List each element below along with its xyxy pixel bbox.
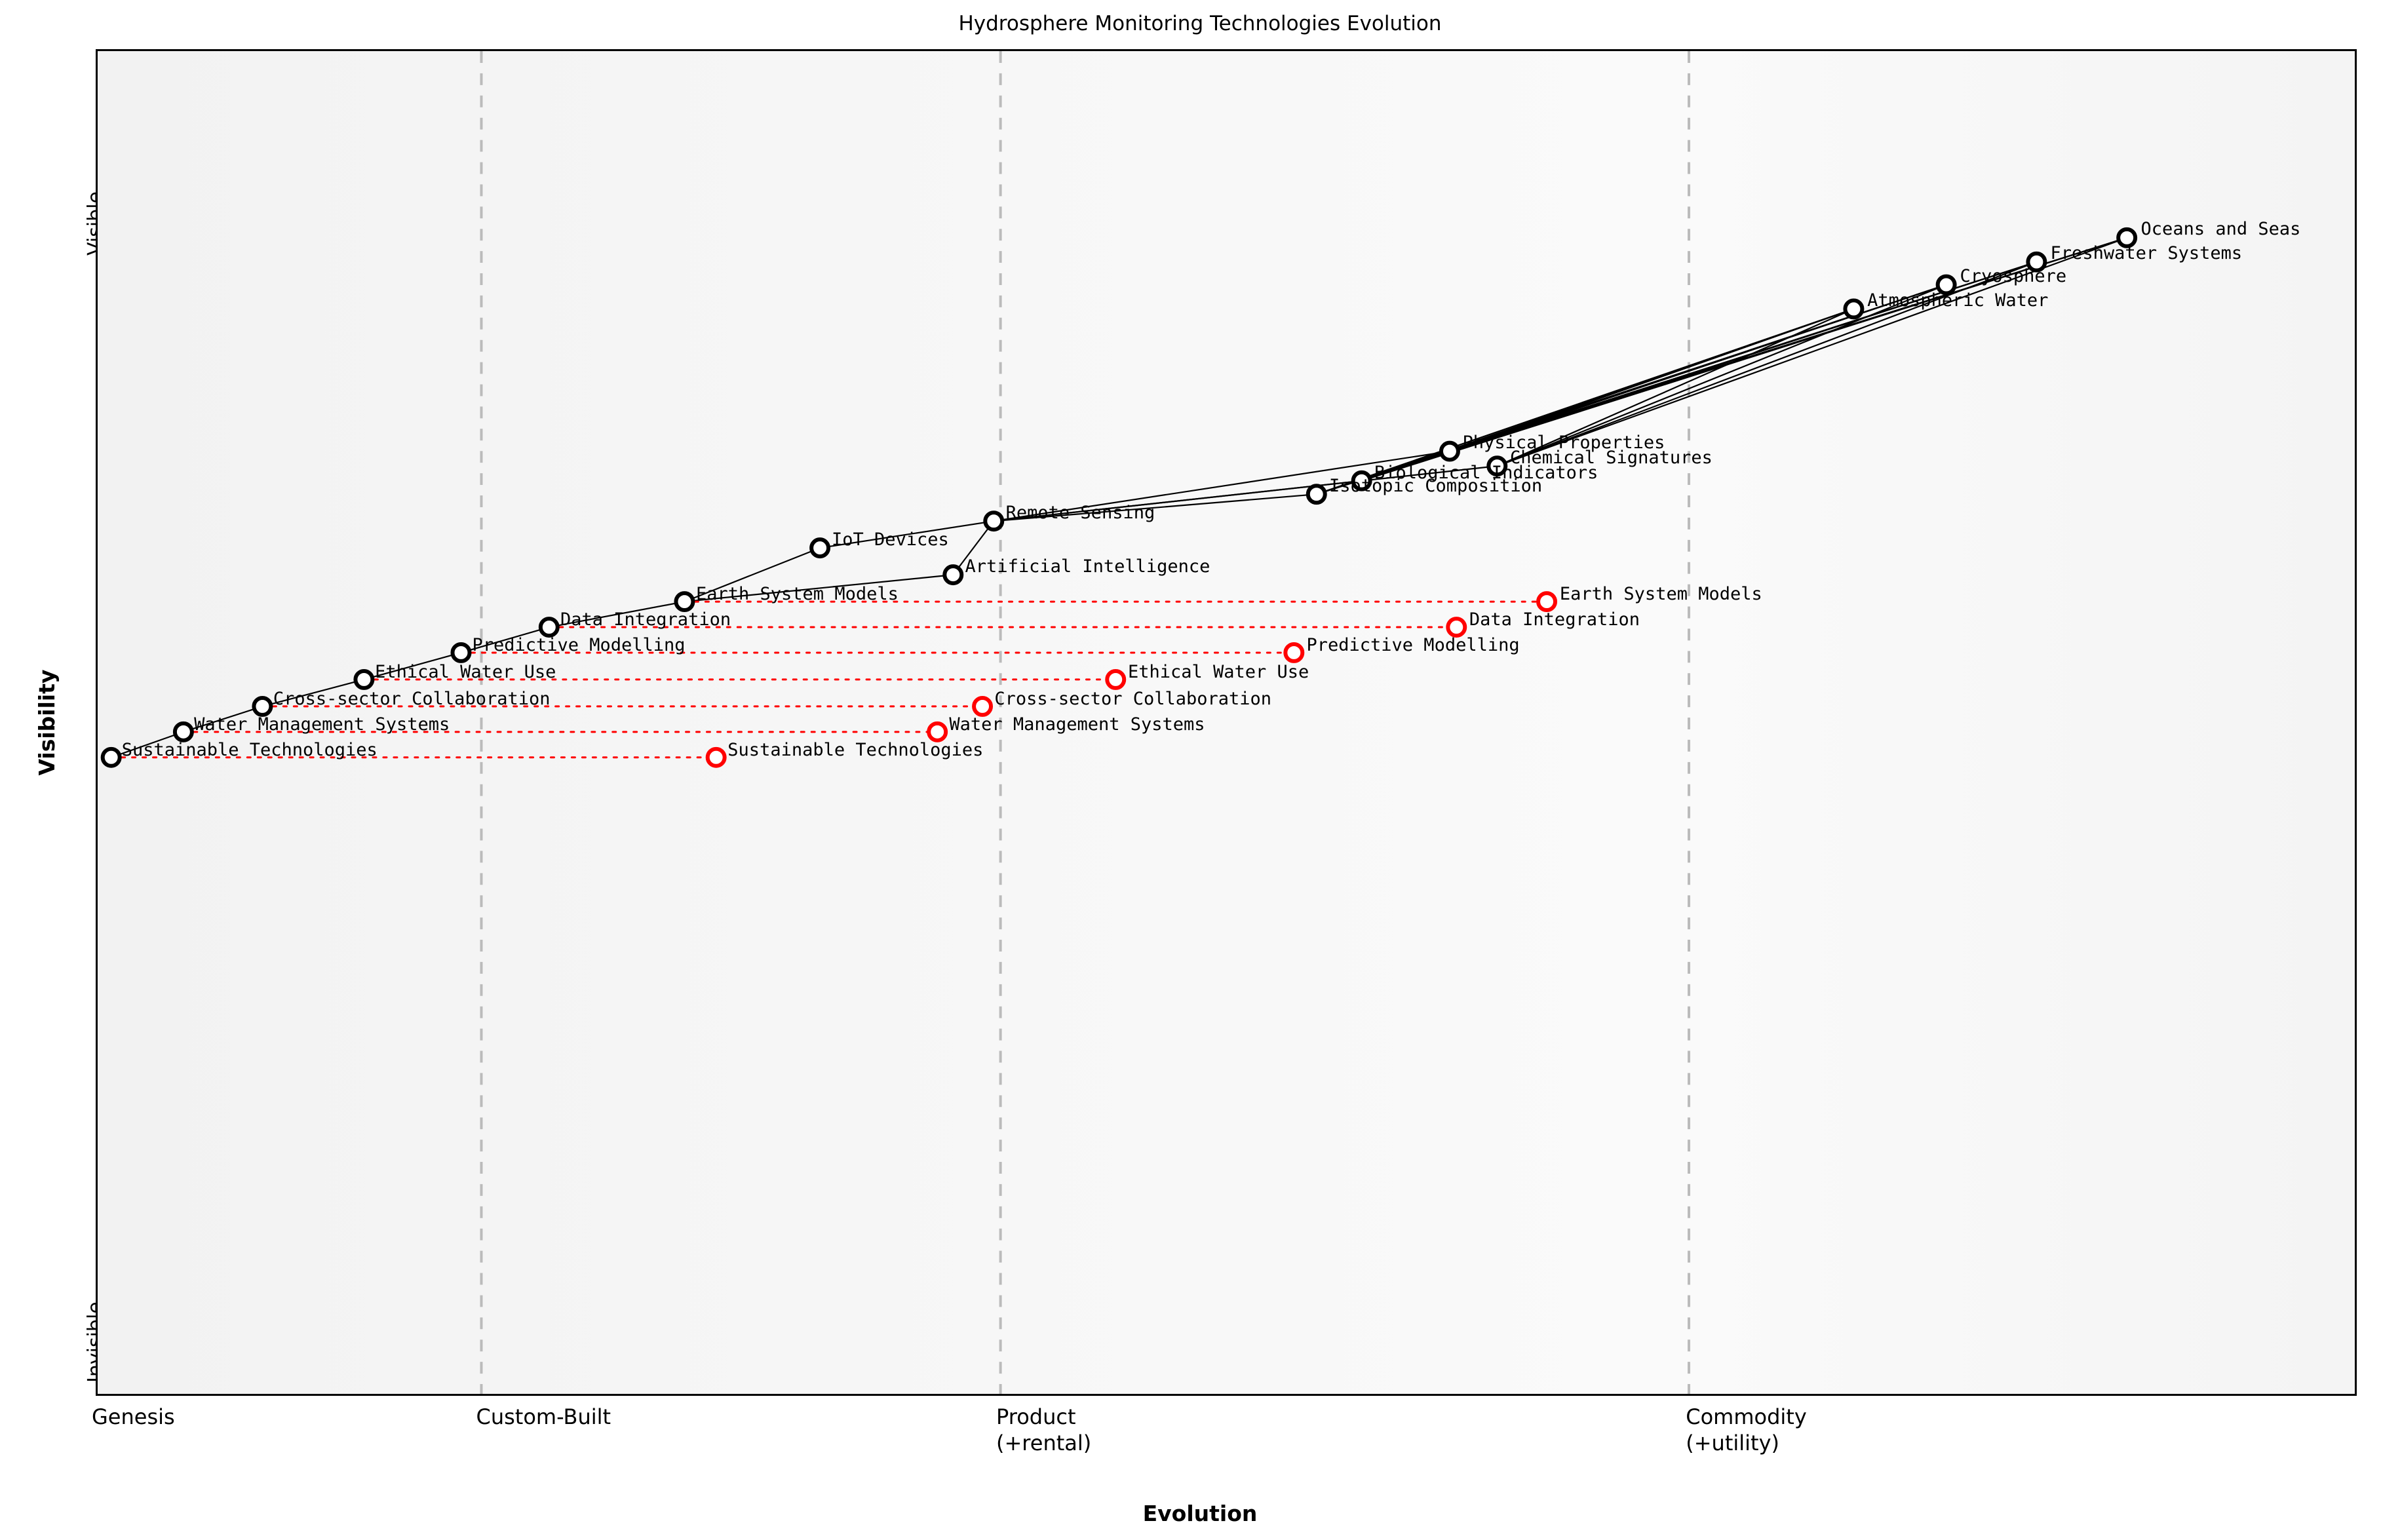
map-node[interactable] xyxy=(1486,455,1508,477)
link-line xyxy=(183,705,263,733)
map-node[interactable] xyxy=(252,695,273,717)
map-node[interactable] xyxy=(2116,227,2138,248)
evolved-node[interactable] xyxy=(705,746,727,768)
map-node[interactable] xyxy=(674,591,695,613)
link-line xyxy=(684,574,954,603)
map-node[interactable] xyxy=(450,642,472,663)
map-node[interactable] xyxy=(942,564,964,586)
page-title: Hydrosphere Monitoring Technologies Evol… xyxy=(958,12,1442,35)
link-line xyxy=(549,601,685,628)
link-line xyxy=(1496,284,1947,467)
x-tick-2: Product (+rental) xyxy=(996,1404,1092,1455)
x-tick-3: Commodity (+utility) xyxy=(1686,1404,1807,1455)
x-tick-1: Custom-Built xyxy=(476,1404,611,1429)
link-line xyxy=(994,450,1450,522)
link-line xyxy=(994,480,1362,522)
link-line xyxy=(1496,237,2127,467)
link-line xyxy=(819,520,994,549)
link-line xyxy=(1316,261,2037,495)
link-line xyxy=(364,651,461,680)
map-node[interactable] xyxy=(983,510,1005,532)
map-node[interactable] xyxy=(2026,251,2047,273)
map-node[interactable] xyxy=(538,617,560,638)
evolved-node[interactable] xyxy=(1536,591,1558,613)
map-node[interactable] xyxy=(809,537,831,559)
plot-area: Oceans and Seas Freshwater Systems Cryosph… xyxy=(96,49,2357,1396)
x-tick-0: Genesis xyxy=(92,1404,175,1429)
map-node[interactable] xyxy=(172,721,194,742)
map-node[interactable] xyxy=(1351,470,1372,491)
link-line xyxy=(111,731,184,758)
map-node[interactable] xyxy=(1935,274,1957,296)
link-line xyxy=(684,547,821,603)
evolved-node[interactable] xyxy=(1283,642,1305,663)
link-line xyxy=(1316,308,1854,495)
evolved-node[interactable] xyxy=(1105,668,1127,690)
map-node[interactable] xyxy=(1843,298,1865,320)
evolved-node[interactable] xyxy=(1446,617,1467,638)
link-line xyxy=(461,626,550,654)
map-canvas xyxy=(100,51,2138,1394)
map-node[interactable] xyxy=(1306,484,1327,505)
link-line xyxy=(1496,308,1854,467)
y-axis-label: Visibility xyxy=(34,669,60,776)
link-line xyxy=(952,520,995,575)
map-node[interactable] xyxy=(353,668,375,690)
evolved-node[interactable] xyxy=(972,695,994,717)
map-node[interactable] xyxy=(100,746,122,768)
map-node[interactable] xyxy=(1439,440,1460,462)
link-line xyxy=(1496,261,2037,467)
evolved-node[interactable] xyxy=(927,721,948,742)
link-line xyxy=(994,493,1317,522)
x-axis-label: Evolution xyxy=(1142,1501,1258,1526)
link-line xyxy=(1316,284,1946,495)
link-line xyxy=(262,678,364,707)
